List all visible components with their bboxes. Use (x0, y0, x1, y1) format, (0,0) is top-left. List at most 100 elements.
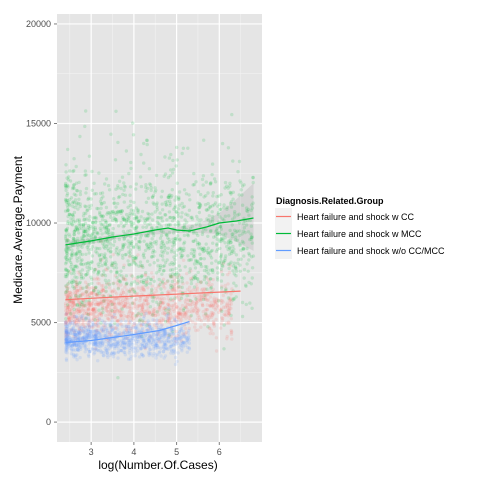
data-point (83, 227, 87, 231)
data-point (170, 268, 175, 272)
data-point (79, 306, 83, 310)
data-point (166, 347, 170, 351)
data-point (119, 348, 123, 353)
data-point (249, 232, 253, 236)
data-point (144, 200, 149, 204)
data-point (85, 234, 89, 238)
data-point (89, 302, 93, 307)
data-point (92, 289, 96, 293)
data-point (232, 247, 236, 251)
data-point (186, 337, 190, 341)
data-point (109, 303, 113, 307)
data-point (167, 195, 171, 200)
data-point (225, 303, 229, 307)
data-point (152, 344, 156, 349)
data-point (195, 306, 199, 310)
data-point (159, 243, 163, 247)
data-point (67, 259, 72, 263)
data-point (242, 276, 246, 280)
data-point (193, 294, 197, 298)
data-point (104, 220, 108, 225)
data-point (231, 197, 235, 201)
data-point (194, 222, 199, 226)
data-point (136, 286, 140, 290)
data-point (190, 248, 194, 252)
data-point (79, 300, 84, 304)
data-point (174, 339, 178, 343)
data-point (175, 315, 180, 319)
data-point (86, 313, 91, 317)
data-point (235, 261, 240, 265)
data-point (125, 212, 129, 217)
data-point (142, 312, 147, 316)
data-point (66, 308, 70, 312)
data-point (110, 218, 115, 222)
data-point (164, 313, 169, 318)
data-point (233, 235, 238, 239)
data-point (75, 265, 79, 269)
data-point (206, 207, 211, 211)
data-point (90, 291, 94, 295)
data-point (99, 197, 104, 201)
data-point (65, 285, 69, 289)
data-point (128, 193, 132, 197)
data-point (132, 287, 136, 291)
data-point (112, 281, 116, 285)
data-point (105, 351, 110, 355)
data-point (250, 241, 254, 245)
data-point (99, 289, 104, 293)
data-point (106, 247, 110, 251)
data-point (124, 315, 129, 319)
data-point (110, 231, 114, 235)
data-point (221, 293, 225, 298)
data-point (108, 212, 113, 217)
data-point (210, 268, 215, 272)
data-point (93, 227, 98, 232)
data-point (206, 314, 210, 318)
data-point (108, 306, 112, 310)
data-point (194, 305, 198, 309)
data-point (160, 298, 164, 302)
data-point (97, 335, 102, 339)
data-point (150, 287, 154, 292)
data-point (234, 253, 239, 257)
data-point (67, 291, 71, 295)
data-point (164, 308, 168, 312)
data-point (218, 224, 222, 229)
data-point (142, 299, 147, 303)
data-point (205, 293, 209, 297)
data-point (173, 362, 178, 367)
data-point (100, 191, 105, 195)
data-point (146, 319, 150, 323)
data-point (92, 343, 96, 347)
data-point (83, 173, 87, 177)
data-point (151, 299, 155, 303)
data-point (204, 180, 208, 184)
data-point (203, 297, 207, 301)
data-point (107, 333, 112, 337)
data-point (157, 283, 161, 288)
data-point (220, 263, 224, 268)
data-point (76, 320, 81, 325)
data-point (218, 207, 222, 212)
data-point (104, 228, 108, 232)
data-point (177, 203, 182, 207)
data-point (221, 305, 226, 309)
data-point (113, 217, 118, 222)
data-point (82, 234, 86, 238)
data-point (141, 302, 145, 307)
data-point (219, 279, 224, 283)
data-point (158, 298, 162, 302)
data-point (241, 246, 246, 251)
data-point (88, 261, 93, 266)
data-point (144, 311, 148, 316)
data-point (65, 245, 69, 249)
data-point (97, 254, 102, 258)
data-point (126, 259, 130, 263)
data-point (159, 354, 163, 358)
data-point (178, 312, 182, 317)
data-point (64, 254, 69, 259)
data-point (64, 267, 68, 271)
data-point (82, 234, 86, 238)
data-point (125, 288, 129, 292)
